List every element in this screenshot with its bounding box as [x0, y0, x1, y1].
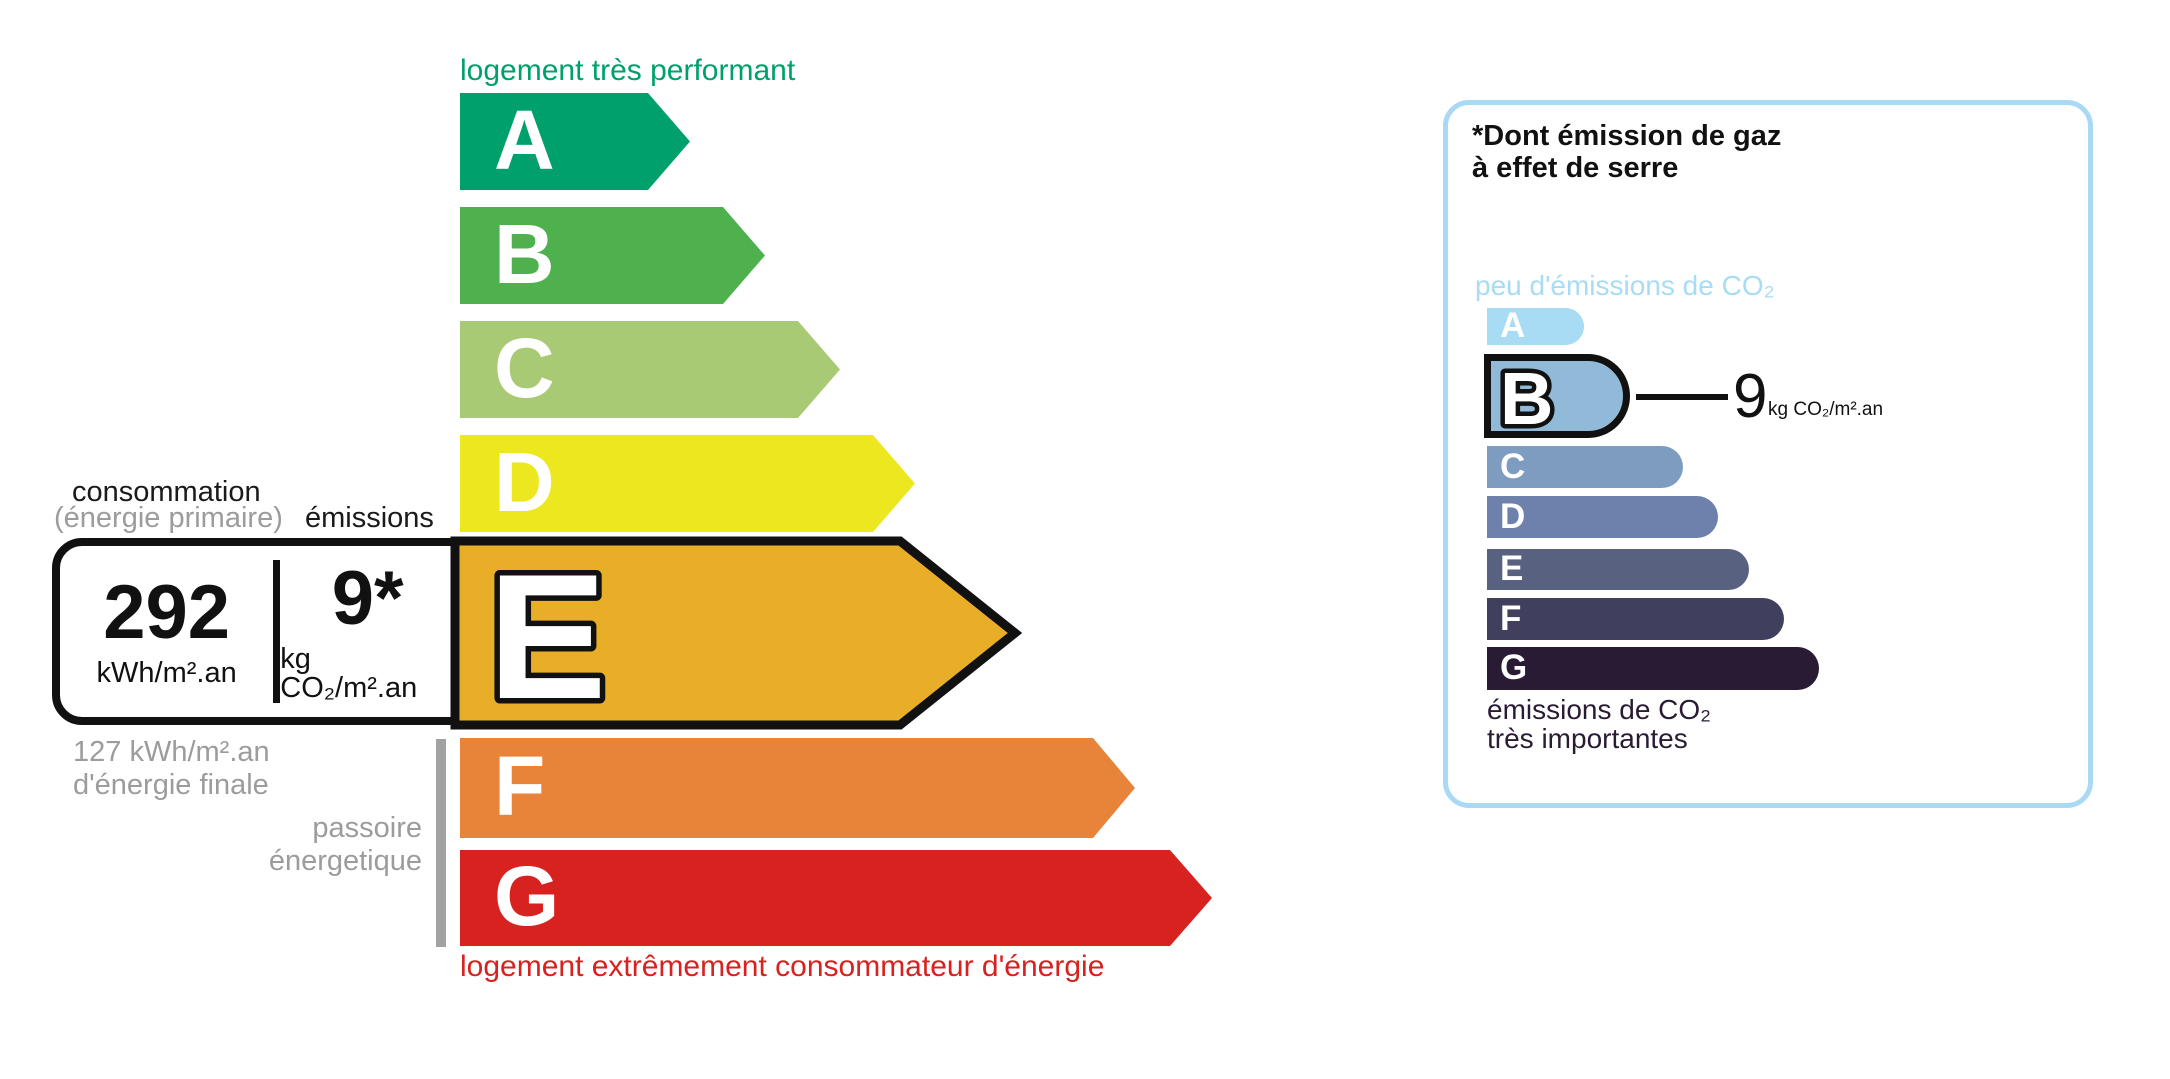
primary-energy-header-label: (énergie primaire): [54, 502, 283, 534]
co2-panel-title-line1: *Dont émission de gaz: [1472, 120, 1782, 152]
energy-class-b-letter: B: [494, 206, 555, 301]
co2-class-g-bar: G: [1487, 647, 1819, 690]
co2-class-c-bar: C: [1487, 446, 1683, 488]
selected-class-value-box: 292 kWh/m².an 9* kg CO₂/m².an: [52, 538, 463, 725]
energy-class-e-arrow: E: [450, 536, 1023, 730]
emissions-unit: kg CO₂/m².an: [280, 642, 418, 704]
co2-class-b-letter: B: [1496, 356, 1558, 440]
co2-class-f-letter: F: [1500, 598, 1522, 638]
energy-class-g-bar: G: [460, 850, 1212, 946]
co2-class-a-letter: A: [1500, 306, 1526, 345]
co2-class-e-bar: E: [1487, 549, 1749, 590]
energy-class-f-letter: F: [494, 739, 546, 833]
final-energy-line1: 127 kWh/m².an: [73, 736, 270, 768]
co2-value-connector-line: [1636, 394, 1728, 400]
co2-panel-title-line2: à effet de serre: [1472, 152, 1679, 184]
value-box-divider: [273, 560, 281, 703]
emissions-value: 9*: [331, 555, 404, 641]
energy-class-g-letter: G: [494, 849, 560, 943]
co2-selected-value: 9: [1733, 362, 1768, 431]
energy-class-a-bar: A: [460, 93, 690, 190]
co2-low-emissions-label: peu d'émissions de CO₂: [1475, 270, 1775, 301]
co2-class-g-letter: G: [1500, 648, 1528, 687]
co2-class-f-bar: F: [1487, 598, 1784, 640]
energy-class-d-bar: D: [460, 435, 915, 532]
energy-class-d-letter: D: [494, 434, 555, 529]
co2-selected-unit: kg CO₂/m².an: [1768, 399, 1884, 420]
co2-class-d-bar: D: [1487, 496, 1718, 538]
consumption-header-label: consommation: [72, 476, 261, 508]
consumption-unit: kWh/m².an: [96, 657, 237, 689]
consumption-value-cell: 292 kWh/m².an: [60, 546, 273, 717]
energy-sieve-line1: passoire: [312, 812, 422, 844]
svg-text:B: B: [1500, 357, 1553, 440]
co2-class-c-letter: C: [1500, 446, 1526, 486]
final-energy-note: 127 kWh/m².an d'énergie finale: [73, 736, 270, 802]
co2-class-a-bar: A: [1487, 308, 1584, 345]
energy-class-a-letter: A: [494, 92, 555, 187]
co2-high-emissions-label-line1: émissions de CO₂: [1487, 694, 1712, 725]
emissions-header-label: émissions: [305, 502, 434, 534]
energy-class-c-bar: C: [460, 321, 840, 418]
co2-class-e-letter: E: [1500, 549, 1524, 588]
energy-class-c-letter: C: [494, 320, 555, 415]
e-arrow-shape: [450, 536, 1023, 730]
energy-class-b-bar: B: [460, 207, 765, 304]
bottom-performance-label: logement extrêmement consommateur d'éner…: [460, 950, 1105, 983]
final-energy-line2: d'énergie finale: [73, 769, 269, 801]
energy-sieve-label: passoire énergetique: [160, 812, 422, 878]
emissions-value-cell: 9* kg CO₂/m².an: [280, 546, 455, 717]
energy-sieve-bracket-bar: [436, 739, 446, 947]
consumption-value: 292: [103, 570, 231, 655]
energy-class-f-bar: F: [460, 738, 1135, 838]
co2-high-emissions-label-line2: très importantes: [1487, 723, 1688, 754]
co2-class-b-selected-bar: [1484, 354, 1630, 438]
top-performance-label: logement très performant: [460, 54, 796, 87]
energy-sieve-line2: énergetique: [268, 845, 422, 877]
co2-class-d-letter: D: [1500, 496, 1526, 536]
energy-class-e-letter: E: [488, 537, 607, 730]
